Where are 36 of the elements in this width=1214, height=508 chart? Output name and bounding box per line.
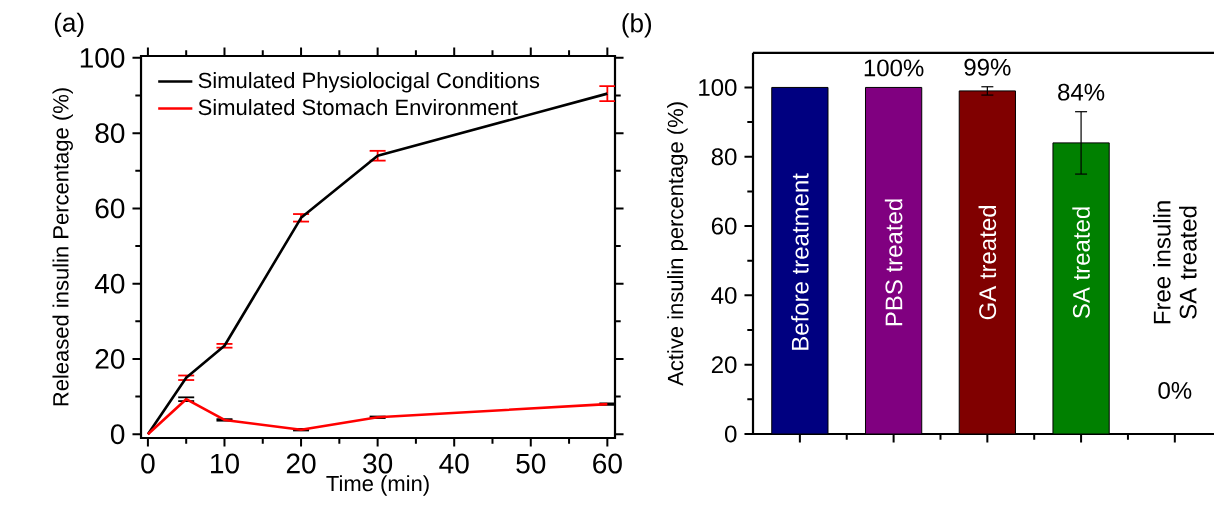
legend-label: Simulated Physiolocigal Conditions — [198, 72, 540, 93]
x-tick-label: 60 — [593, 453, 622, 474]
data-label: 0% — [1158, 381, 1192, 399]
x-tick-label: Free insulin SA treated — [1153, 201, 1197, 324]
y-tick-label: 20 — [95, 349, 125, 369]
y-tick-label: 0 — [110, 424, 125, 445]
x-tick-label: 50 — [516, 453, 546, 474]
x-tick-label: GA treated — [978, 205, 997, 320]
data-label: 99% — [964, 58, 1011, 76]
y-axis-title: Active insulin percentage (%) — [667, 102, 688, 386]
line-series — [146, 397, 609, 436]
chart-title: (a) — [54, 12, 84, 37]
y-tick-label: 100 — [80, 47, 125, 68]
y-tick-label: 20 — [711, 356, 737, 374]
x-axis-title: Time (min) — [326, 475, 429, 496]
data-label: 84% — [1058, 83, 1105, 101]
x-tick-label: SA treated — [1072, 207, 1090, 319]
legend-label: Simulated Stomach Environment — [198, 98, 518, 116]
y-tick-label: 40 — [711, 286, 737, 304]
y-tick-label: 100 — [699, 78, 737, 96]
x-tick-label: PBS treated — [884, 199, 903, 326]
x-tick-label: 30 — [363, 453, 393, 474]
y-axis-title: Released insulin Percentage (%) — [52, 88, 73, 406]
x-tick-label: 0 — [141, 453, 155, 474]
y-tick-label: 0 — [725, 425, 737, 443]
line-series — [146, 92, 609, 436]
x-tick-label: 10 — [211, 453, 239, 474]
x-tick-label: 20 — [286, 453, 316, 474]
y-tick-label: 80 — [711, 148, 737, 166]
data-label: 100% — [864, 59, 924, 77]
y-tick-label: 60 — [711, 217, 737, 235]
y-tick-label: 80 — [95, 123, 125, 144]
chart-title: (b) — [622, 13, 652, 38]
y-tick-label: 40 — [94, 273, 125, 294]
x-tick-label: 40 — [439, 453, 469, 474]
x-tick-label: Before treatment — [791, 173, 809, 350]
